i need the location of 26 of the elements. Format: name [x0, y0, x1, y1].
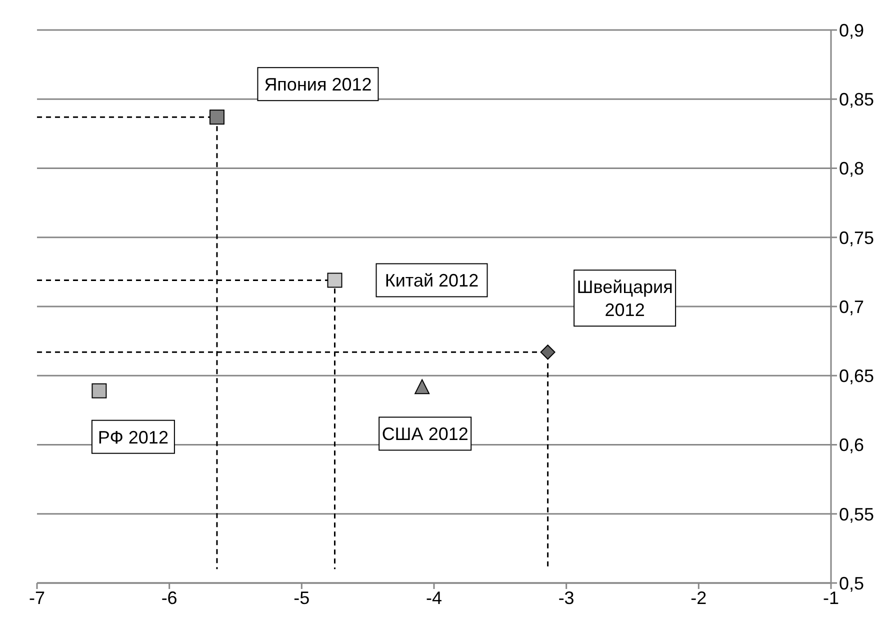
text: Япония 2012: [264, 74, 372, 95]
x-tick-label: -7: [28, 588, 46, 608]
y-tick-label: 0,9: [839, 20, 864, 40]
point: [327, 272, 342, 288]
x-tick-label: -5: [294, 588, 310, 608]
text: США 2012: [382, 424, 468, 444]
x-tick-label: -4: [426, 588, 442, 608]
y-tick-label: 0,8: [839, 158, 864, 179]
point: [209, 110, 224, 125]
x-tick-label: -1: [822, 588, 840, 608]
x-tick-label: -6: [161, 588, 178, 608]
text: Китай 2012: [384, 270, 479, 291]
x-tick-label: -3: [558, 588, 574, 608]
point: [92, 383, 107, 398]
y-tick-label: 0,85: [839, 90, 874, 110]
y-tick-label: 0,55: [839, 504, 874, 524]
y-tick-label: 0,6: [839, 435, 864, 456]
point: [414, 379, 430, 394]
series-label: РФ 2012: [98, 427, 168, 448]
y-tick-label: 0,75: [839, 228, 874, 248]
y-tick-label: 0,65: [839, 366, 874, 386]
y-tick-label: 0,7: [839, 296, 864, 317]
y-tick-label: 0,5: [839, 573, 864, 594]
x-tick-label: -2: [690, 588, 707, 608]
point: [540, 344, 556, 360]
text: Швейцария 2012: [576, 277, 673, 320]
